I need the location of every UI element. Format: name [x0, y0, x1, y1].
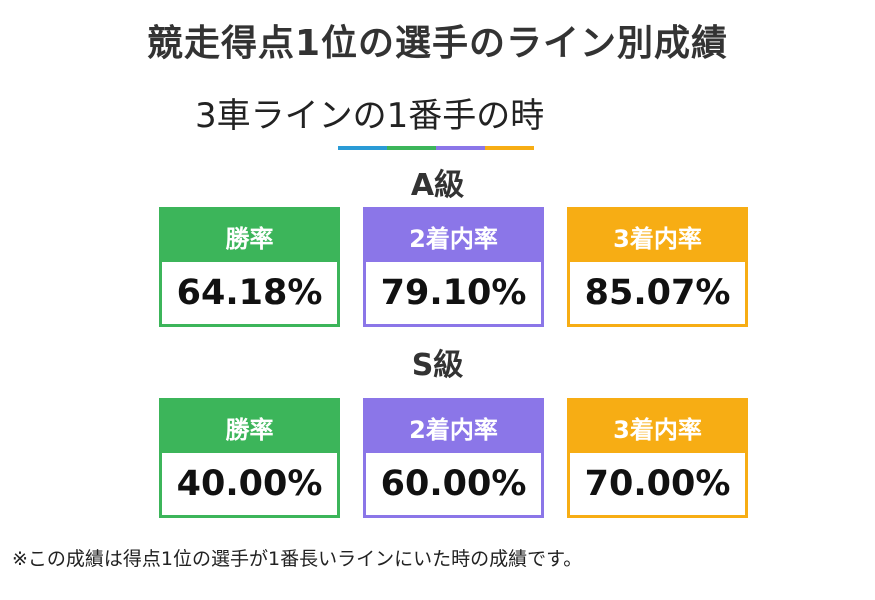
grade-heading-a: A級: [410, 168, 465, 203]
s-top3-rate-card: 3着内率 70.00%: [567, 398, 748, 518]
a-top2-rate-label: 2着内率: [366, 210, 541, 262]
a-top3-rate-label: 3着内率: [570, 210, 745, 262]
a-win-rate-value: 64.18%: [176, 273, 323, 313]
a-win-rate-card: 勝率 64.18%: [159, 207, 340, 327]
s-top3-rate-label: 3着内率: [570, 401, 745, 453]
a-top2-rate-card: 2着内率 79.10%: [363, 207, 544, 327]
a-top3-rate-card: 3着内率 85.07%: [567, 207, 748, 327]
divider-segment-green: [387, 146, 436, 150]
s-top3-rate-value: 70.00%: [584, 464, 731, 504]
page-title: 競走得点1位の選手のライン別成績: [146, 23, 729, 64]
s-top2-rate-value: 60.00%: [380, 464, 527, 504]
grade-heading-s: S級: [411, 348, 464, 383]
color-divider: [338, 146, 534, 150]
a-win-rate-label: 勝率: [162, 210, 337, 262]
divider-segment-orange: [485, 146, 534, 150]
a-top3-rate-value: 85.07%: [584, 273, 731, 313]
s-top2-rate-card: 2着内率 60.00%: [363, 398, 544, 518]
s-win-rate-card: 勝率 40.00%: [159, 398, 340, 518]
s-top2-rate-label: 2着内率: [366, 401, 541, 453]
divider-segment-purple: [436, 146, 485, 150]
a-top2-rate-value: 79.10%: [380, 273, 527, 313]
page-subtitle: 3車ラインの1番手の時: [195, 96, 545, 136]
divider-segment-blue: [338, 146, 387, 150]
footnote: ※この成績は得点1位の選手が1番長いラインにいた時の成績です。: [12, 548, 583, 570]
s-win-rate-label: 勝率: [162, 401, 337, 453]
s-win-rate-value: 40.00%: [176, 464, 323, 504]
